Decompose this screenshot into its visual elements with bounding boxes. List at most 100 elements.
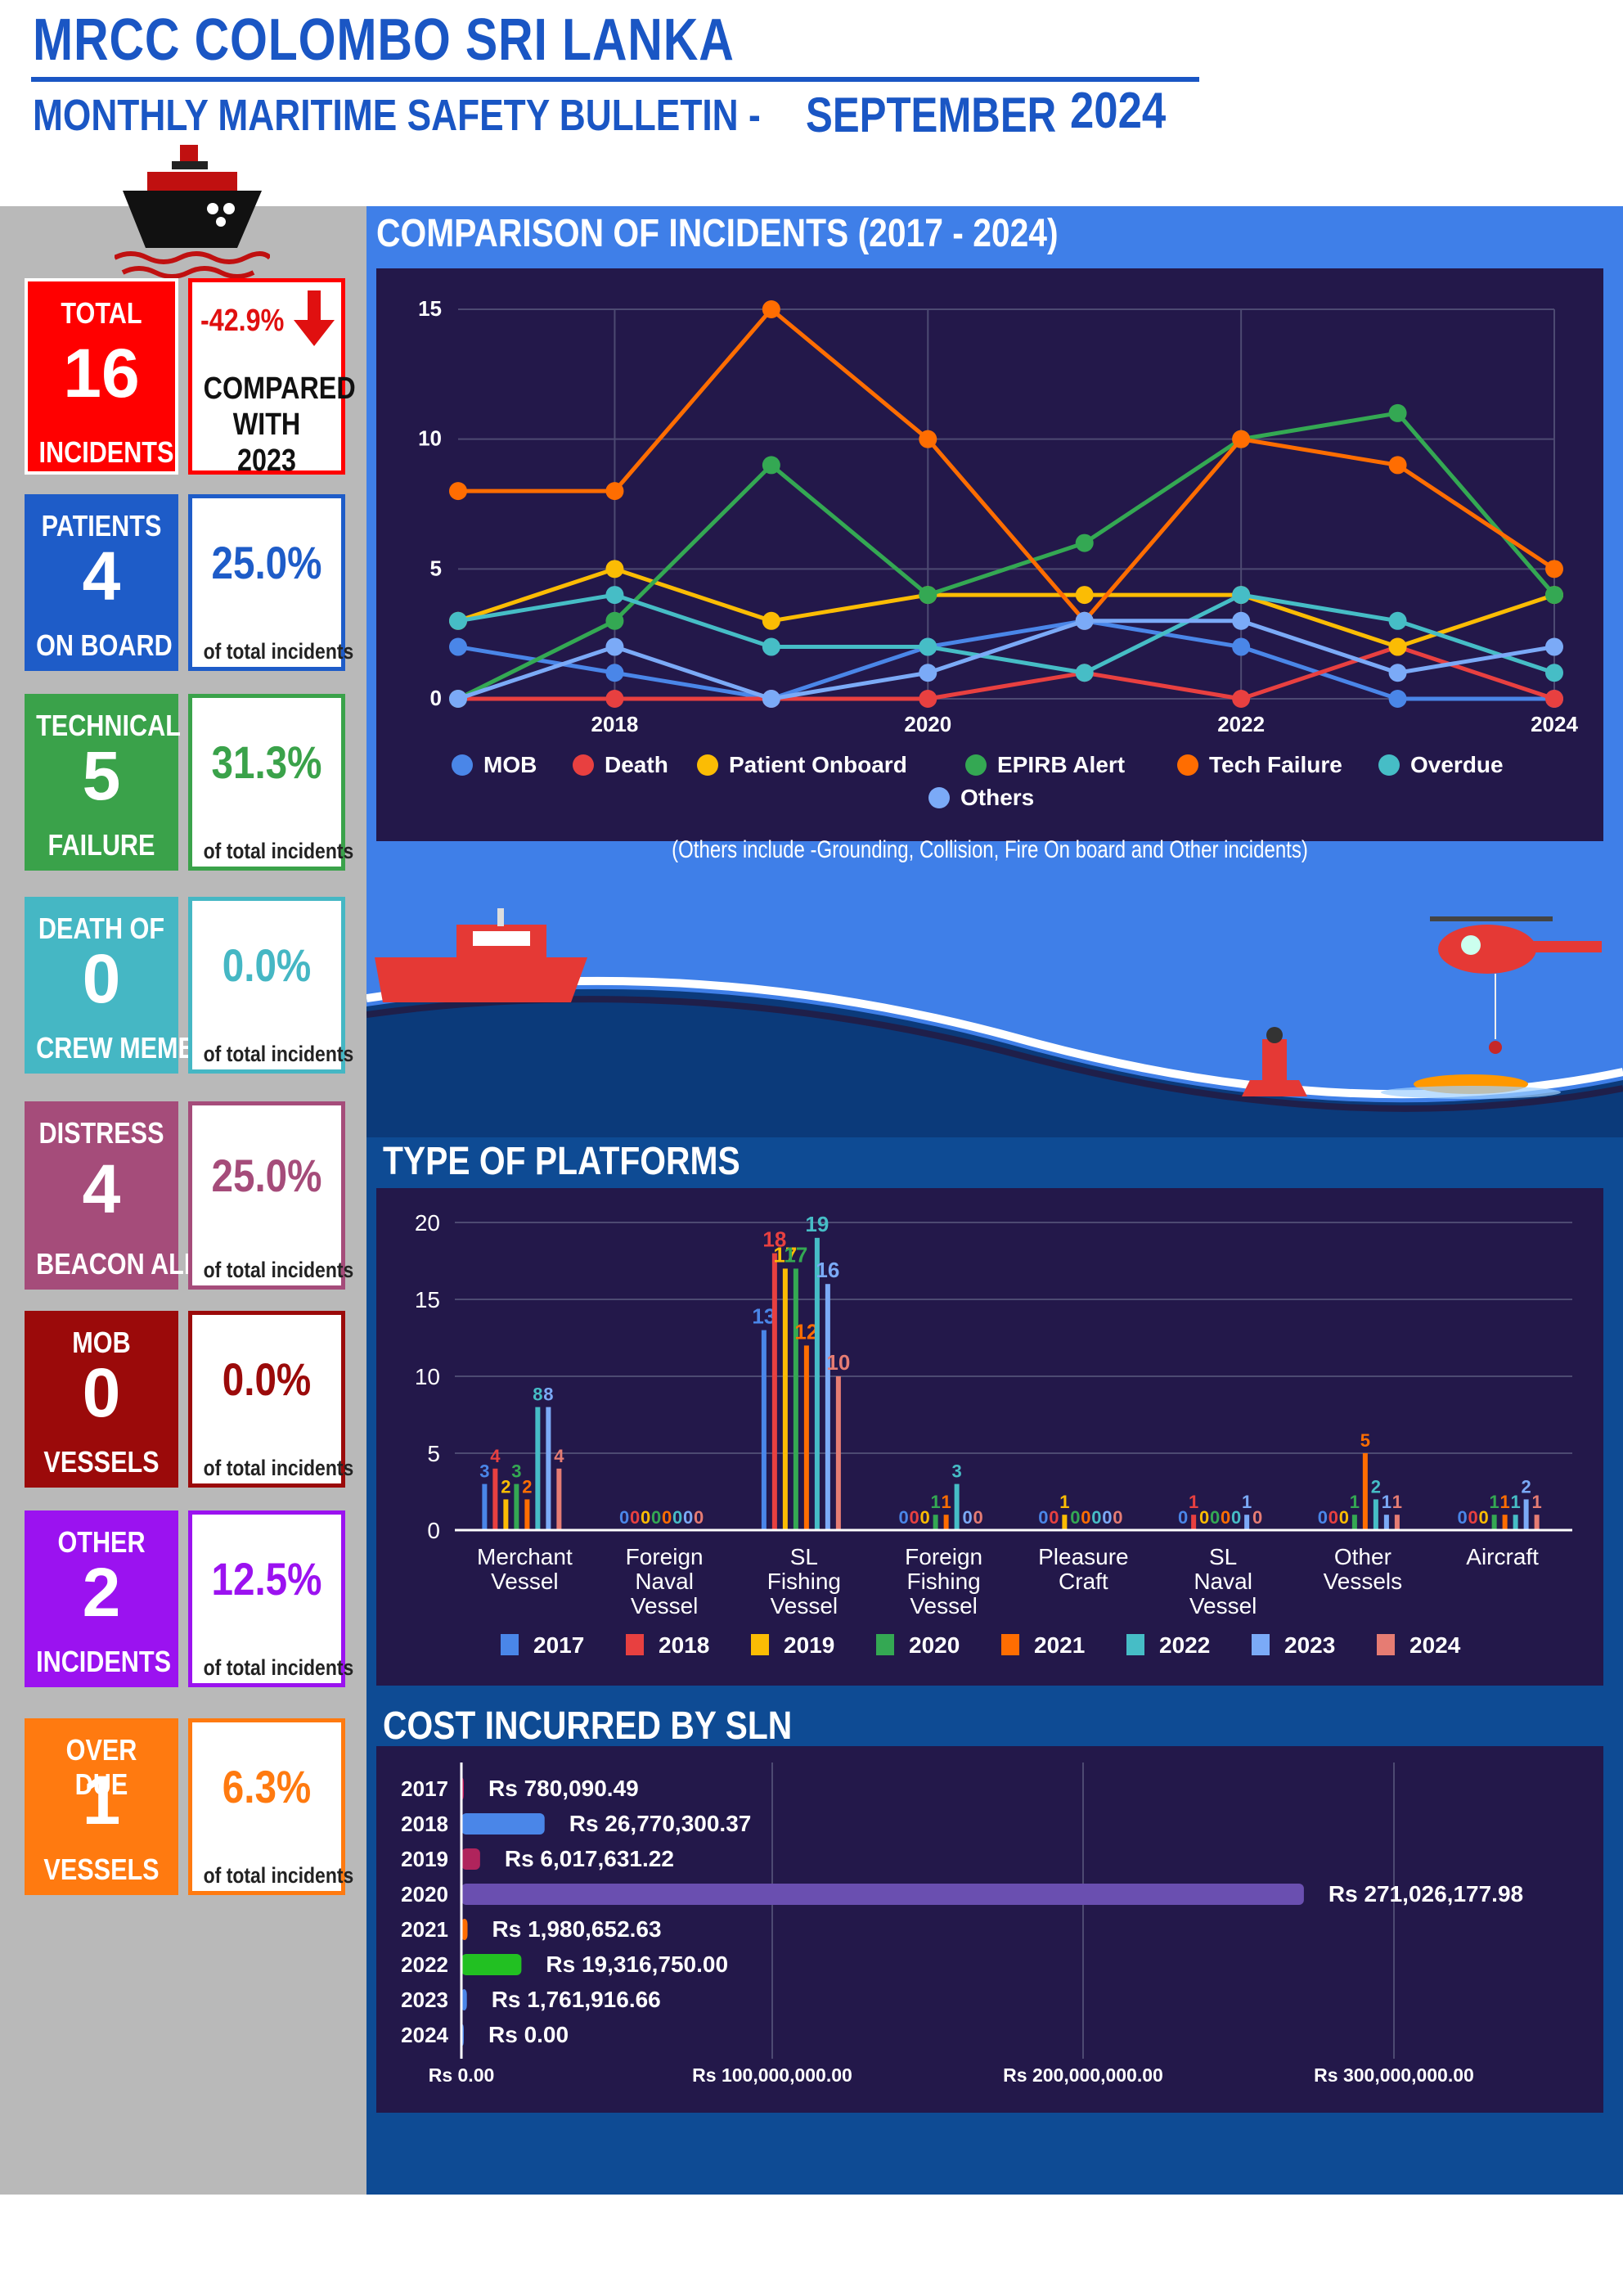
bar-value-label: 8 [543,1384,553,1405]
bar-value-label: 1 [1532,1492,1542,1512]
legend-label: 2020 [909,1632,960,1658]
legend-marker [1001,1634,1019,1655]
cost-bar [461,1954,522,1975]
bar-value-label: 0 [694,1507,704,1528]
data-point [449,637,467,656]
stat-label: OTHER [57,1525,146,1559]
legend-marker [573,754,594,776]
bar-value-label: 2 [501,1476,510,1497]
stat-label: PATIENTS [41,509,162,542]
bar-value-label: 0 [1458,1507,1468,1528]
category-label: Foreign [626,1544,704,1569]
comparison-title: COMPARISON OF INCIDENTS (2017 - 2024) [376,212,1059,255]
data-point [1388,637,1407,656]
x-tick-label: Rs 200,000,000.00 [1003,2064,1163,2086]
y-tick-label: 5 [430,556,442,580]
helicopter-icon [1430,916,1602,1054]
stat-card-5: MOB 0 VESSELS [25,1311,178,1488]
bulletin-title: MRCC COLOMBO SRI LANKA [33,7,735,73]
ship-icon [115,145,270,279]
bar-value-label: 0 [630,1507,640,1528]
bar [503,1499,509,1530]
bar [1534,1515,1540,1530]
data-point [605,690,624,708]
legend-marker [965,754,987,776]
cost-title: COST INCURRED BY SLN [383,1704,793,1748]
bar-value-label: 1 [942,1492,951,1512]
stat-note: of total incidents [203,1863,354,1888]
bulletin-year: 2024 [1070,83,1167,139]
stat-number: 0 [82,940,121,1017]
legend-label: Overdue [1410,752,1504,777]
stat-percent: 31.3% [211,736,322,788]
bar-value-label: 0 [672,1507,682,1528]
category-label: Fishing [767,1569,841,1594]
data-point [1232,690,1251,708]
y-tick-label: 15 [418,296,442,321]
bar-value-label: 0 [1210,1507,1220,1528]
x-tick-label: 2022 [1217,712,1265,736]
line-chart: 0 5 10 15 2018 2020 2022 2024 MOB Death Patient On… [418,296,1578,810]
legend-label: Patient Onboard [729,752,907,777]
category-label: Naval [1194,1569,1252,1594]
y-tick-label: 5 [427,1441,440,1466]
stat-note: of total incidents [203,839,354,863]
bar [1351,1515,1357,1530]
category-label: SL [1209,1544,1237,1569]
category-label: Aircraft [1466,1544,1539,1569]
bar [782,1268,788,1530]
data-point [762,637,780,656]
data-point [919,430,937,448]
stat-percent: -42.9% [200,304,285,338]
bar [825,1284,830,1530]
data-point [919,586,937,605]
bar [482,1483,488,1530]
stat-label: TECHNICAL [36,709,181,742]
platforms-title: TYPE OF PLATFORMS [383,1140,740,1183]
category-label: Foreign [905,1544,982,1569]
category-label: Vessel [631,1593,699,1618]
cost-bar [461,1813,545,1835]
bar-value-label: 0 [910,1507,919,1528]
stat-percent-card-0: -42.9% COMPARED WITH 2023 [188,278,356,478]
stat-caption: FAILURE [47,828,155,862]
legend-marker [928,787,950,808]
bar [761,1330,767,1530]
series-line-patient-onboard [457,566,1555,650]
stat-caption: CREW MEMBER [36,1031,232,1065]
stat-label: MOB [72,1326,131,1359]
data-point [1075,611,1094,630]
bar-value-label: 0 [973,1507,983,1528]
category-label: Fishing [906,1569,980,1594]
bar-value-label: 13 [752,1304,776,1329]
bar-value-label: 0 [1252,1507,1262,1528]
bar-value-label: 3 [511,1461,521,1482]
cost-bar [461,1848,480,1870]
bar [535,1407,541,1530]
legend-label: 2019 [784,1632,834,1658]
data-point [1388,611,1407,630]
legend-marker [452,754,473,776]
stat-caption: BEACON ALERT [36,1247,235,1281]
data-point [449,690,467,708]
bar [556,1468,562,1530]
cost-value-label: Rs 26,770,300.37 [569,1811,752,1836]
bar [814,1237,820,1530]
bar-value-label: 0 [1329,1507,1338,1528]
stat-percent-card-6: 12.5% of total incidents [188,1510,353,1687]
data-point [1545,664,1563,682]
legend-marker [1378,754,1400,776]
bar-value-label: 18 [762,1227,786,1252]
y-tick-label: 10 [415,1364,440,1389]
data-point [919,664,937,682]
data-point [1075,586,1094,605]
y-tick-label: 10 [418,426,442,451]
stat-card-6: OTHER 2 INCIDENTS [25,1510,178,1687]
category-label: 2018 [401,1812,448,1836]
bar-value-label: 4 [554,1446,564,1466]
data-point [1545,560,1563,579]
data-point [919,690,937,708]
stat-percent-card-4: 25.0% of total incidents [188,1101,353,1290]
data-point [1388,403,1407,422]
bar-value-label: 1 [1382,1492,1391,1512]
